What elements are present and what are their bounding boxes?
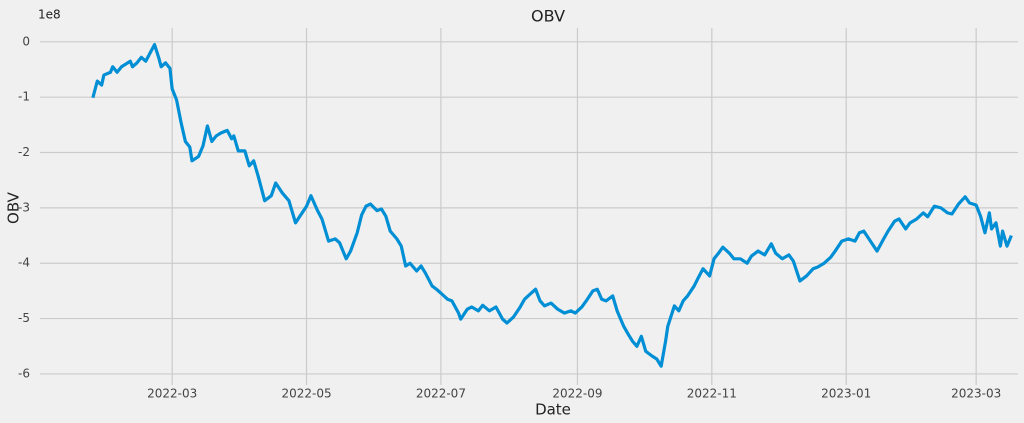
x-tick-label: 2022-05 [281, 387, 331, 401]
x-tick-label: 2022-11 [687, 387, 737, 401]
y-tick-label: 0 [22, 34, 30, 48]
y-tick-label: -5 [18, 311, 30, 325]
y-tick-label: -4 [18, 256, 30, 270]
chart-title: OBV [531, 7, 565, 26]
y-tick-label: -6 [18, 366, 30, 380]
y-tick-label: -3 [18, 200, 30, 214]
x-tick-label: 2022-03 [147, 387, 197, 401]
x-tick-label: 2022-09 [552, 387, 602, 401]
x-axis-label: Date [535, 401, 571, 419]
x-tick-label: 2023-03 [951, 387, 1001, 401]
y-axis-label: OBV [5, 191, 23, 224]
y-tick-label: -1 [18, 90, 30, 104]
data-line [91, 43, 1013, 368]
x-tick-label: 2023-01 [821, 387, 871, 401]
y-tick-label: -2 [18, 145, 30, 159]
axis-offset: 1e8 [38, 8, 61, 22]
x-tick-label: 2022-07 [416, 387, 466, 401]
